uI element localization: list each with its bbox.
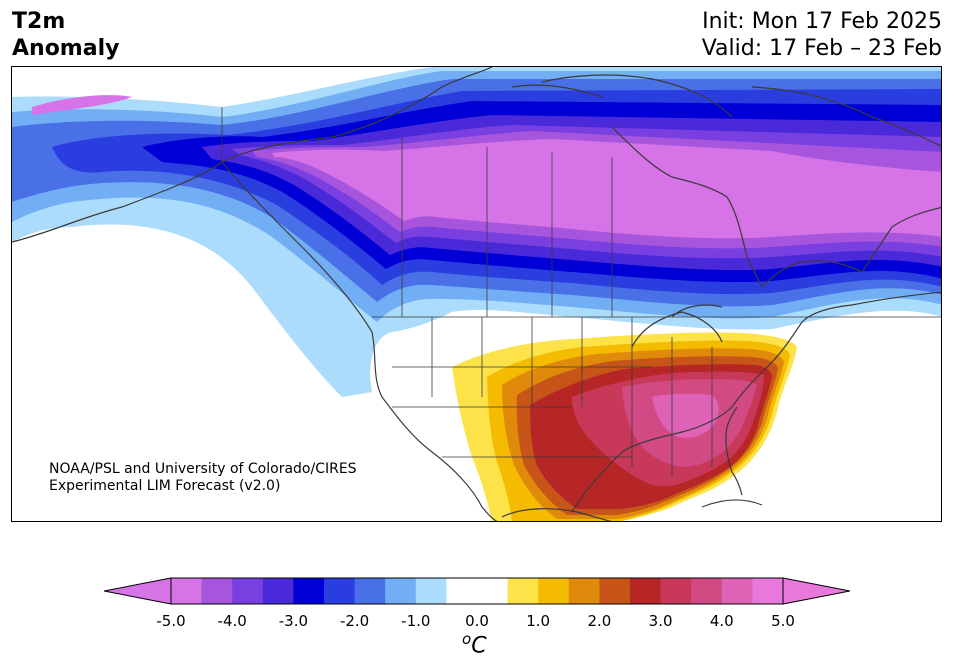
map-canvas: [12, 67, 941, 521]
forecast-dates: Init: Mon 17 Feb 2025 Valid: 17 Feb – 23…: [702, 8, 942, 62]
colorbar: [104, 577, 850, 605]
colorbar-segment: [721, 578, 753, 604]
colorbar-segment: [568, 578, 600, 604]
colorbar-segment: [354, 578, 386, 604]
colorbar-unit: oC: [462, 630, 487, 658]
colorbar-segment: [262, 578, 294, 604]
anomaly-region-p45: [652, 393, 719, 438]
colorbar-segment: [446, 578, 478, 604]
colorbar-segment: [691, 578, 723, 604]
colorbar-segment: [171, 578, 203, 604]
colorbar-tick-label: -2.0: [339, 612, 370, 630]
valid-date: Valid: 17 Feb – 23 Feb: [701, 36, 942, 61]
colorbar-segment: [415, 578, 447, 604]
colorbar-tick-label: -3.0: [278, 612, 309, 630]
coastlines: [12, 67, 941, 521]
colorbar-extend-low: [104, 577, 172, 605]
colorbar-tick-label: 2.0: [587, 612, 612, 630]
colorbar-segment: [599, 578, 631, 604]
colorbar-segment: [630, 578, 662, 604]
colorbar-tick-label: -1.0: [401, 612, 431, 630]
colorbar-frame: [170, 577, 784, 605]
colorbar-segment: [660, 578, 692, 604]
colorbar-segment: [324, 578, 356, 604]
colorbar-segment: [507, 578, 539, 604]
colorbar-segment: [201, 578, 233, 604]
colorbar-tick-label: -5.0: [156, 612, 186, 630]
unit-base: C: [471, 633, 487, 659]
colorbar-segment: [752, 578, 784, 604]
anomaly-map: [11, 66, 942, 522]
colorbar-segment: [477, 578, 509, 604]
colorbar-tick-label: 4.0: [709, 612, 734, 630]
init-date: Init: Mon 17 Feb 2025: [702, 9, 942, 34]
data-credit: NOAA/PSL and University of Colorado/CIRE…: [49, 461, 357, 494]
map-title: T2m Anomaly: [12, 9, 120, 61]
colorbar-segment: [232, 578, 264, 604]
colorbar-tick-label: 3.0: [648, 612, 673, 630]
colorbar-tick-label: 0.0: [465, 612, 489, 630]
colorbar-segment: [385, 578, 417, 604]
colorbar-extend-high: [782, 577, 850, 605]
colorbar-tick-label: -4.0: [217, 612, 247, 630]
colorbar-tick-label: 5.0: [771, 612, 795, 630]
anomaly-region-m5b: [32, 95, 132, 115]
colorbar-segment: [293, 578, 325, 604]
colorbar-tick-label: 1.0: [526, 612, 551, 630]
colorbar-segment: [538, 578, 570, 604]
anomaly-region-m5: [272, 139, 941, 239]
political-boundaries: [221, 107, 941, 477]
unit-superscript: o: [462, 630, 472, 648]
